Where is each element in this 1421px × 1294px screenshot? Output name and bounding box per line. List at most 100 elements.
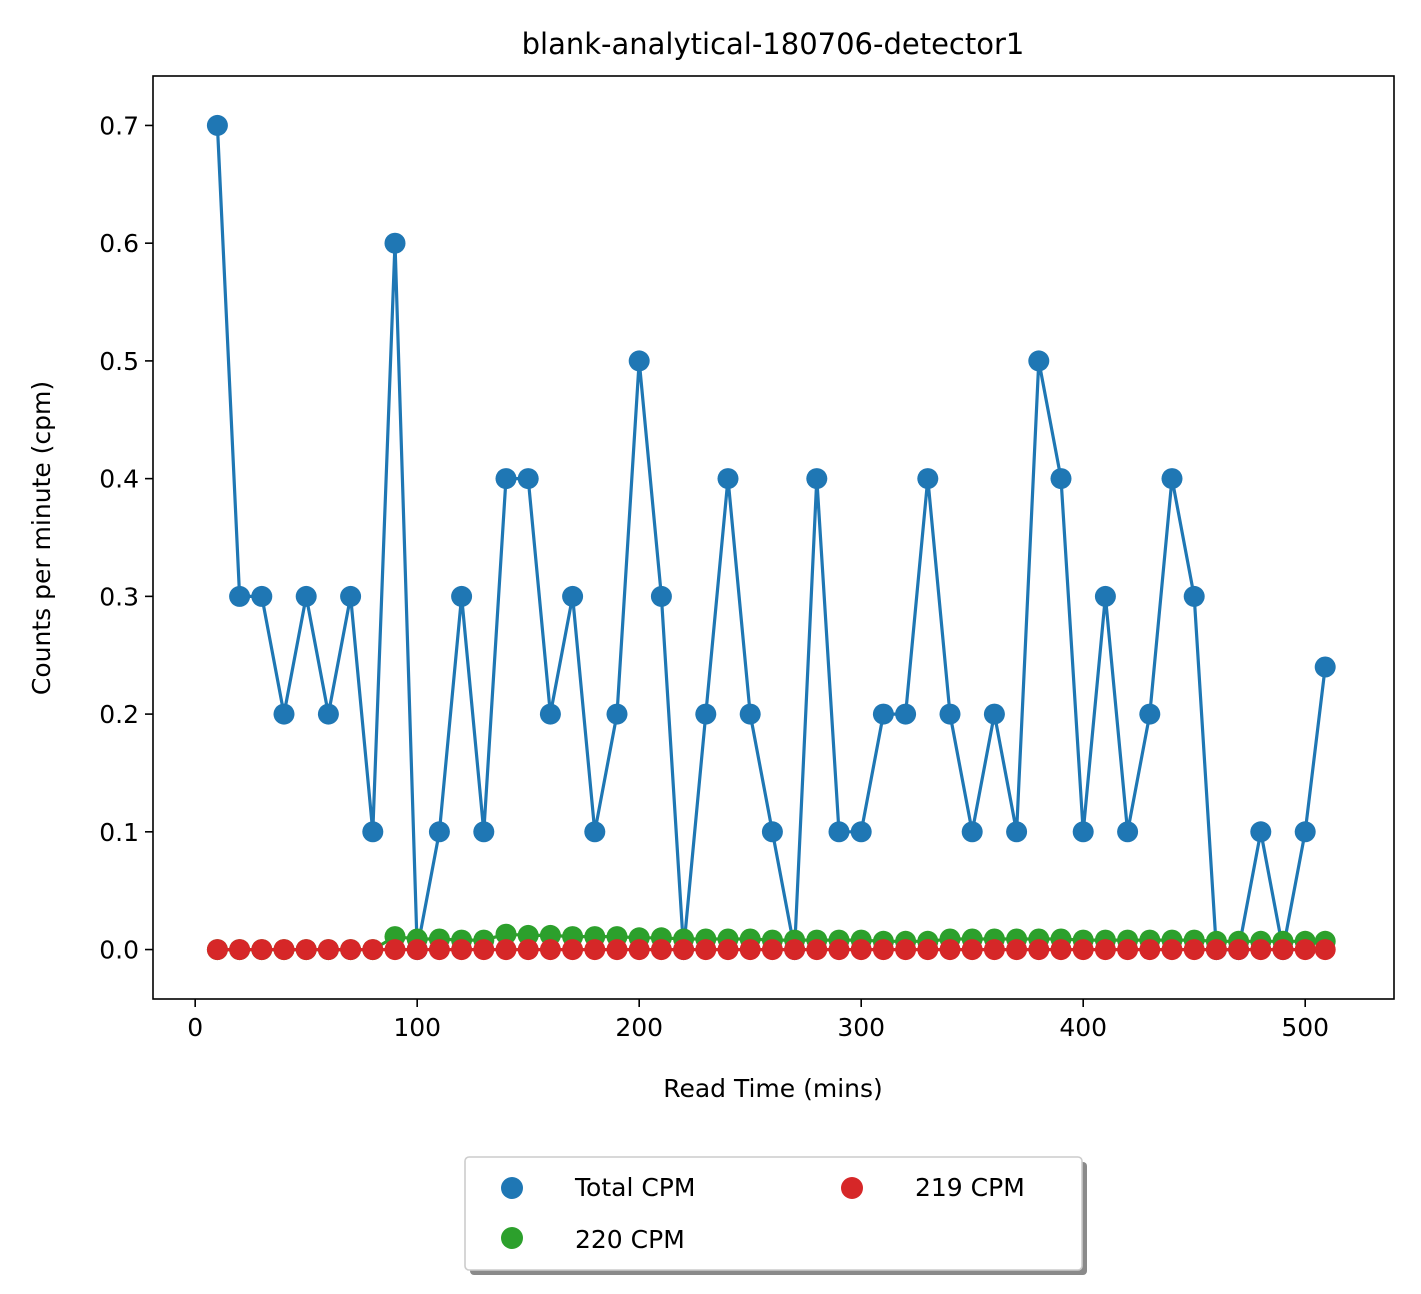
- data-point-219-cpm: [273, 939, 295, 961]
- data-point-219-cpm: [784, 939, 806, 961]
- data-point-219-cpm: [895, 939, 917, 961]
- data-point-total-cpm: [340, 585, 362, 607]
- data-point-219-cpm: [251, 939, 273, 961]
- data-point-total-cpm: [273, 703, 295, 725]
- data-point-219-cpm: [1028, 939, 1050, 961]
- data-point-219-cpm: [717, 939, 739, 961]
- data-point-219-cpm: [406, 939, 428, 961]
- data-point-219-cpm: [206, 939, 228, 961]
- data-point-total-cpm: [850, 821, 872, 843]
- data-point-219-cpm: [1050, 939, 1072, 961]
- data-point-219-cpm: [650, 939, 672, 961]
- data-point-219-cpm: [695, 939, 717, 961]
- data-point-total-cpm: [983, 703, 1005, 725]
- data-point-219-cpm: [761, 939, 783, 961]
- data-point-219-cpm: [473, 939, 495, 961]
- data-point-219-cpm: [1228, 939, 1250, 961]
- data-point-219-cpm: [340, 939, 362, 961]
- data-point-219-cpm: [428, 939, 450, 961]
- data-point-total-cpm: [206, 114, 228, 136]
- legend-label-total-cpm: Total CPM: [574, 1173, 695, 1202]
- data-point-total-cpm: [384, 232, 406, 254]
- x-tick-label: 500: [1281, 1013, 1329, 1042]
- data-point-219-cpm: [562, 939, 584, 961]
- x-tick-label: 400: [1059, 1013, 1107, 1042]
- data-point-total-cpm: [517, 468, 539, 490]
- data-point-total-cpm: [1161, 468, 1183, 490]
- data-point-total-cpm: [917, 468, 939, 490]
- data-point-total-cpm: [362, 821, 384, 843]
- data-point-total-cpm: [317, 703, 339, 725]
- legend-box: [464, 1156, 1083, 1271]
- data-point-total-cpm: [251, 585, 273, 607]
- data-point-total-cpm: [961, 821, 983, 843]
- data-point-219-cpm: [362, 939, 384, 961]
- data-point-219-cpm: [495, 939, 517, 961]
- y-tick-label: 0.3: [99, 582, 139, 611]
- data-point-219-cpm: [451, 939, 473, 961]
- data-point-219-cpm: [1161, 939, 1183, 961]
- y-tick-label: 0.4: [99, 465, 139, 494]
- y-tick-label: 0.6: [99, 229, 139, 258]
- y-tick-label: 0.7: [99, 111, 139, 140]
- data-point-total-cpm: [495, 468, 517, 490]
- data-point-total-cpm: [1117, 821, 1139, 843]
- data-point-219-cpm: [1314, 939, 1336, 961]
- data-point-219-cpm: [584, 939, 606, 961]
- x-tick-label: 300: [837, 1013, 885, 1042]
- data-point-total-cpm: [828, 821, 850, 843]
- data-point-total-cpm: [1094, 585, 1116, 607]
- data-point-total-cpm: [1139, 703, 1161, 725]
- data-point-220-cpm: [495, 923, 517, 945]
- data-point-219-cpm: [872, 939, 894, 961]
- y-tick-label: 0.5: [99, 347, 139, 376]
- data-point-total-cpm: [473, 821, 495, 843]
- y-tick-label: 0.1: [99, 818, 139, 847]
- data-point-total-cpm: [295, 585, 317, 607]
- legend: Total CPM 220 CPM 219 CPM: [464, 1156, 1087, 1275]
- x-axis: 0 100 200 300 400 500: [187, 999, 1329, 1042]
- data-point-219-cpm: [1250, 939, 1272, 961]
- x-axis-label: Read Time (mins): [663, 1074, 883, 1103]
- legend-label-219-cpm: 219 CPM: [915, 1173, 1025, 1202]
- data-point-219-cpm: [229, 939, 251, 961]
- data-point-total-cpm: [1183, 585, 1205, 607]
- data-point-total-cpm: [895, 703, 917, 725]
- data-point-219-cpm: [1272, 939, 1294, 961]
- data-point-219-cpm: [806, 939, 828, 961]
- data-point-219-cpm: [673, 939, 695, 961]
- data-point-total-cpm: [539, 703, 561, 725]
- data-point-total-cpm: [606, 703, 628, 725]
- data-point-total-cpm: [1072, 821, 1094, 843]
- legend-marker-total-cpm: [501, 1177, 523, 1199]
- x-tick-label: 200: [615, 1013, 663, 1042]
- legend-marker-220-cpm: [501, 1227, 523, 1249]
- data-point-total-cpm: [761, 821, 783, 843]
- data-point-219-cpm: [317, 939, 339, 961]
- y-axis: 0.0 0.1 0.2 0.3 0.4 0.5 0.6 0.7: [99, 111, 153, 965]
- data-point-total-cpm: [806, 468, 828, 490]
- data-point-219-cpm: [961, 939, 983, 961]
- data-point-219-cpm: [1183, 939, 1205, 961]
- data-point-219-cpm: [828, 939, 850, 961]
- plot-area: [206, 114, 1336, 961]
- data-point-219-cpm: [1294, 939, 1316, 961]
- series-219-cpm: [206, 939, 1336, 961]
- data-point-219-cpm: [1139, 939, 1161, 961]
- data-point-total-cpm: [872, 703, 894, 725]
- chart-title: blank-analytical-180706-detector1: [522, 27, 1025, 61]
- data-point-219-cpm: [1072, 939, 1094, 961]
- data-point-total-cpm: [1028, 350, 1050, 372]
- y-tick-label: 0.2: [99, 700, 139, 729]
- data-point-219-cpm: [983, 939, 1005, 961]
- data-point-219-cpm: [739, 939, 761, 961]
- data-point-219-cpm: [384, 939, 406, 961]
- data-point-219-cpm: [850, 939, 872, 961]
- data-point-total-cpm: [1006, 821, 1028, 843]
- data-point-219-cpm: [1205, 939, 1227, 961]
- data-point-total-cpm: [1250, 821, 1272, 843]
- legend-label-220-cpm: 220 CPM: [575, 1225, 685, 1254]
- plot-frame: [152, 75, 1395, 1000]
- data-point-total-cpm: [229, 585, 251, 607]
- data-point-total-cpm: [562, 585, 584, 607]
